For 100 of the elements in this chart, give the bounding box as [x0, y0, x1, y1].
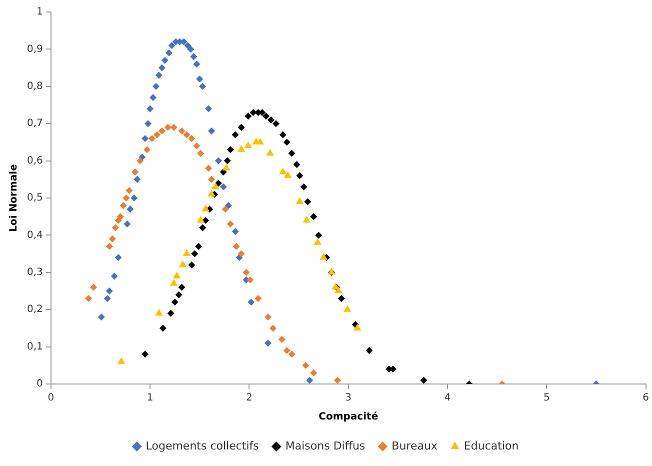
point — [120, 202, 127, 209]
point — [244, 112, 252, 120]
point — [293, 161, 300, 168]
point — [232, 242, 240, 250]
point — [296, 172, 304, 180]
point — [178, 284, 186, 291]
point — [283, 138, 290, 146]
point — [164, 124, 172, 131]
point — [208, 176, 216, 183]
point — [226, 220, 234, 228]
point — [112, 224, 119, 232]
x-tick-label: 4 — [444, 392, 451, 404]
point — [302, 362, 310, 369]
point — [296, 197, 304, 204]
legend-label: Bureaux — [392, 439, 438, 452]
point — [420, 376, 428, 384]
point — [205, 164, 212, 172]
point — [214, 180, 222, 187]
point — [220, 183, 227, 190]
point — [90, 284, 98, 291]
point — [302, 216, 311, 223]
point — [262, 112, 270, 120]
point — [161, 56, 168, 64]
point — [114, 254, 122, 262]
point — [248, 298, 255, 306]
point — [124, 220, 131, 228]
point — [246, 276, 254, 284]
y-tick-label: 0,4 — [26, 230, 43, 241]
point — [222, 206, 229, 213]
point — [178, 128, 186, 135]
point — [196, 75, 204, 82]
point — [238, 124, 245, 131]
point — [283, 347, 290, 354]
point — [212, 182, 220, 190]
point — [306, 376, 314, 384]
point — [144, 146, 151, 154]
point — [182, 249, 191, 256]
point — [104, 294, 111, 302]
point — [175, 291, 182, 298]
point — [232, 131, 239, 138]
point — [193, 60, 200, 68]
y-tick-label: 0,5 — [26, 192, 43, 204]
point — [264, 340, 272, 347]
point — [106, 242, 113, 250]
point — [270, 324, 277, 332]
y-tick-label: 0,8 — [26, 80, 43, 92]
point — [159, 324, 166, 332]
point — [268, 116, 275, 124]
point — [136, 157, 144, 164]
point — [188, 134, 196, 142]
x-tick-label: 0 — [48, 392, 54, 404]
legend-label: Maisons Diffus — [285, 439, 366, 452]
point — [187, 46, 194, 53]
point — [155, 308, 163, 316]
x-tick-label: 5 — [543, 392, 550, 404]
point — [353, 324, 362, 330]
x-tick-label: 6 — [642, 392, 650, 404]
point — [278, 336, 286, 343]
point — [202, 204, 210, 212]
y-axis-title: Loi Normale — [8, 164, 20, 232]
x-tick-label: 1 — [146, 392, 154, 404]
point — [288, 150, 296, 157]
point — [170, 279, 178, 286]
point — [197, 150, 204, 157]
point — [188, 261, 196, 268]
point — [279, 167, 287, 174]
point — [238, 250, 245, 258]
point — [155, 72, 162, 79]
point — [167, 310, 174, 317]
point — [320, 253, 328, 260]
point — [266, 148, 274, 156]
point — [226, 146, 234, 154]
y-tick-label: 0,2 — [26, 304, 43, 316]
point — [222, 164, 230, 170]
point — [288, 350, 296, 358]
y-tick-label: 0,3 — [26, 266, 43, 278]
point — [183, 131, 190, 138]
point — [254, 294, 262, 302]
point — [334, 376, 341, 384]
point — [165, 49, 172, 56]
point — [338, 294, 345, 302]
point — [152, 82, 160, 90]
point — [300, 183, 308, 190]
point — [244, 141, 252, 148]
point — [171, 298, 178, 306]
point — [284, 171, 292, 178]
point — [193, 142, 200, 150]
point — [208, 128, 216, 135]
point — [232, 228, 239, 235]
point — [224, 202, 232, 209]
point — [196, 216, 205, 223]
x-axis-title: Compacité — [318, 412, 378, 423]
point — [184, 42, 192, 49]
y-tick-label: 0,7 — [26, 118, 43, 130]
point — [132, 168, 139, 176]
point — [195, 242, 202, 250]
point — [334, 286, 342, 294]
point — [134, 176, 141, 183]
y-tick-label: 0 — [36, 378, 43, 390]
point — [366, 347, 373, 354]
